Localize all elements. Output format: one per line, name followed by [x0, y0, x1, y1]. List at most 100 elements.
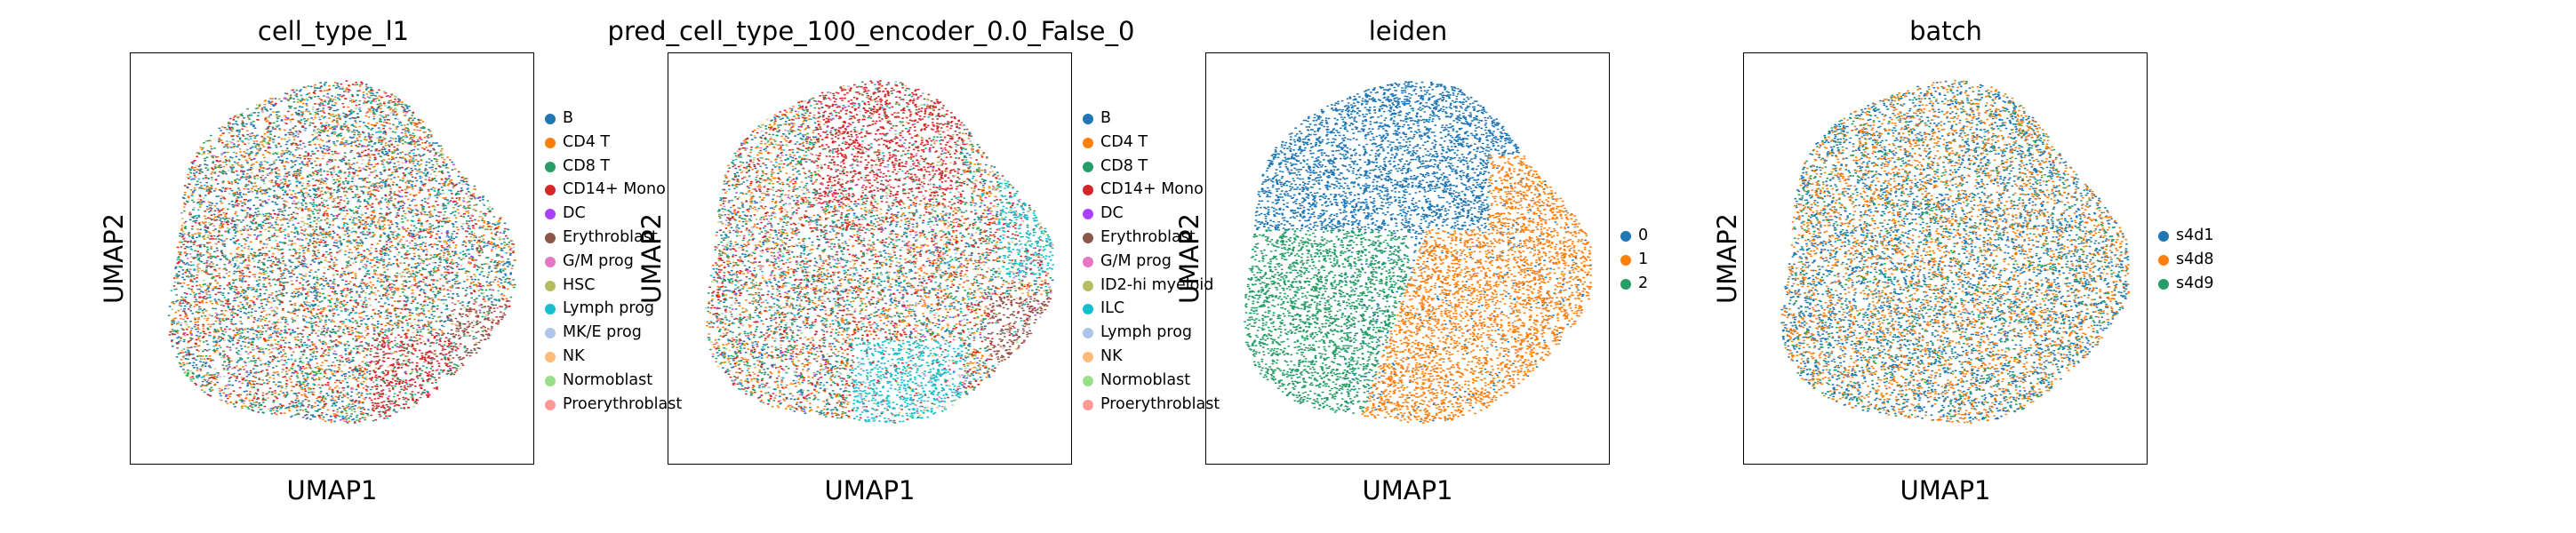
points-erythroblast: [708, 89, 1052, 424]
points-cd14-mono: [708, 80, 1052, 420]
legend-item: B: [545, 107, 682, 131]
legend-marker: [545, 161, 556, 172]
legend-marker: [545, 399, 556, 410]
legend-label: ILC: [1100, 299, 1125, 318]
legend-label: NK: [1100, 346, 1123, 365]
legend-item: Normoblast: [545, 369, 682, 393]
legend-item: CD4 T: [545, 131, 682, 155]
legend-label: B: [563, 109, 574, 127]
legend: s4d1 s4d8 s4d9: [2158, 224, 2214, 295]
legend-item: DC: [1083, 202, 1220, 226]
legend-marker: [545, 185, 556, 196]
legend-marker: [545, 137, 556, 148]
legend-label: 0: [1638, 227, 1649, 244]
points-ilc: [709, 84, 1055, 424]
legend-item: Erythroblast: [545, 226, 682, 250]
legend-label: s4d8: [2176, 250, 2214, 268]
legend-label: CD4 T: [1100, 132, 1148, 151]
points-s4d8: [1780, 79, 2131, 424]
legend-label: s4d9: [2176, 274, 2214, 292]
legend-item: NK: [545, 345, 682, 369]
legend-label: B: [1100, 109, 1112, 127]
legend-label: ID2-hi myeloid: [1100, 275, 1214, 294]
legend-item: CD14+ Mono: [1083, 178, 1220, 202]
legend-item: 1: [1620, 248, 1648, 272]
legend-label: NK: [563, 346, 585, 365]
legend-marker: [545, 256, 556, 267]
legend-marker: [1083, 185, 1093, 196]
x-axis-label: UMAP1: [824, 475, 916, 505]
legend-label: Normoblast: [563, 370, 653, 389]
legend-item: ILC: [1083, 297, 1220, 321]
legend-item: 2: [1620, 272, 1648, 296]
legend-marker: [1083, 114, 1093, 124]
points-cd8-t: [707, 81, 1052, 419]
legend-item: G/M prog: [545, 250, 682, 274]
points-cd14-mono: [168, 80, 515, 423]
legend-marker: [1083, 375, 1093, 386]
legend-marker: [1083, 161, 1093, 172]
panel-title: batch: [1909, 16, 1982, 46]
legend-label: 2: [1638, 274, 1649, 292]
points-1: [1361, 155, 1593, 424]
points-cd4-t: [171, 82, 517, 423]
legend-marker: [545, 351, 556, 362]
legend-item: s4d9: [2158, 272, 2214, 296]
scatter-points: [1780, 79, 2131, 424]
scatter-points: [1244, 81, 1593, 424]
y-axis-label: UMAP2: [1712, 212, 1743, 305]
legend-marker: [545, 328, 556, 339]
legend-label: Lymph prog: [1100, 323, 1193, 342]
legend-label: Lymph prog: [563, 299, 655, 318]
legend-marker: [1083, 351, 1093, 362]
legend-marker: [1620, 254, 1631, 266]
y-axis-label: UMAP2: [99, 212, 130, 305]
legend-item: Lymph prog: [545, 297, 682, 321]
legend-item: CD8 T: [1083, 155, 1220, 179]
legend-marker: [1083, 232, 1093, 243]
x-axis-label: UMAP1: [1900, 475, 1991, 505]
legend-item: CD14+ Mono: [545, 178, 682, 202]
scatter-points: [705, 80, 1055, 424]
legend-item: B: [1083, 107, 1220, 131]
panel-title: pred_cell_type_100_encoder_0.0_False_0: [607, 16, 1135, 46]
legend-item: Proerythroblast: [1083, 393, 1220, 417]
legend-item: CD4 T: [1083, 131, 1220, 155]
y-axis-label: UMAP2: [636, 212, 668, 305]
legend-item: NK: [1083, 345, 1220, 369]
legend-item: CD8 T: [545, 155, 682, 179]
legend-label: 1: [1638, 250, 1649, 268]
legend: B CD4 T CD8 T CD14+ Mono DC Erythroblast G/M p…: [1083, 107, 1220, 416]
legend-item: Normoblast: [1083, 369, 1220, 393]
legend-label: MK/E prog: [563, 323, 642, 342]
points-dc: [716, 103, 1042, 412]
points-hsc: [180, 98, 505, 410]
legend-item: MK/E prog: [545, 321, 682, 345]
legend-marker: [1083, 280, 1093, 291]
legend-item: DC: [545, 202, 682, 226]
legend-item: s4d8: [2158, 248, 2214, 272]
legend-marker: [545, 232, 556, 243]
legend-label: DC: [1100, 204, 1124, 223]
points-s4d9: [1782, 80, 2128, 422]
scatter-points: [167, 80, 517, 424]
legend-marker: [1083, 209, 1093, 220]
legend-item: Proerythroblast: [545, 393, 682, 417]
legend-label: G/M prog: [563, 251, 634, 270]
legend-marker: [2158, 254, 2169, 266]
legend-label: CD4 T: [563, 132, 611, 151]
legend-label: Proerythroblast: [1100, 394, 1220, 413]
panel-title: leiden: [1368, 16, 1448, 46]
scatter-plot-area: [1743, 52, 2148, 465]
scatter-plot-area: [1205, 52, 1610, 465]
points-mk-e-prog: [173, 91, 516, 417]
legend-marker: [2158, 278, 2169, 290]
y-axis-label: UMAP2: [1174, 212, 1205, 305]
legend-marker: [1083, 256, 1093, 267]
legend-marker: [1620, 231, 1631, 242]
legend-marker: [1620, 278, 1631, 290]
legend-label: Normoblast: [1100, 370, 1191, 389]
points-erythroblast: [176, 96, 508, 424]
panel-title: cell_type_l1: [257, 16, 410, 46]
legend-item: G/M prog: [1083, 250, 1220, 274]
